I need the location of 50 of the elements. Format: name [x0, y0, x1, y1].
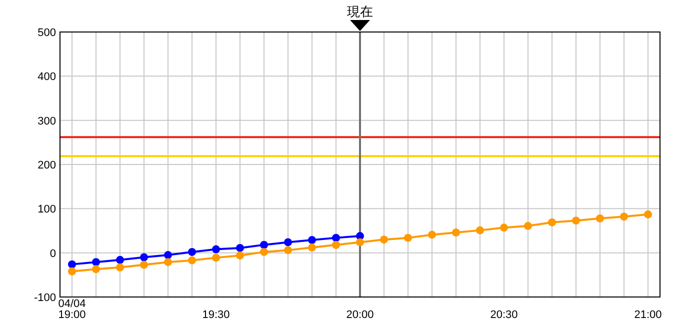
point	[260, 248, 268, 256]
point	[140, 253, 148, 262]
point	[404, 234, 412, 242]
point	[548, 218, 556, 226]
x-tick-label: 20:00	[346, 309, 374, 320]
point	[188, 256, 196, 264]
point	[92, 258, 100, 266]
point	[92, 265, 100, 274]
point	[380, 236, 388, 244]
point	[188, 248, 196, 256]
point	[332, 234, 340, 242]
y-tick-label: 400	[38, 71, 56, 84]
ref-line-label: 現在	[347, 4, 373, 19]
point	[284, 238, 292, 246]
point	[356, 238, 364, 246]
point	[212, 254, 220, 262]
point	[308, 244, 316, 252]
point	[620, 212, 628, 221]
point	[596, 214, 604, 222]
x-tick-label: 04/04 19:00	[58, 298, 86, 320]
point	[236, 244, 244, 252]
x-tick-label: 21:00	[634, 309, 662, 320]
point	[524, 222, 532, 230]
y-tick-label: 300	[38, 115, 56, 128]
point	[164, 251, 172, 260]
point	[428, 230, 436, 239]
point	[212, 245, 220, 254]
point	[68, 260, 76, 268]
point	[260, 240, 268, 249]
point	[500, 224, 508, 232]
point	[644, 210, 652, 218]
point	[332, 240, 340, 249]
y-tick-label: -100	[34, 292, 56, 304]
point	[116, 263, 124, 272]
point	[236, 251, 244, 260]
point	[476, 226, 484, 234]
point	[68, 267, 76, 276]
y-tick-label: 0	[50, 248, 56, 260]
y-tick-label: 200	[38, 160, 56, 172]
y-tick-label: 100	[38, 204, 56, 216]
point	[164, 258, 172, 266]
point	[572, 216, 580, 225]
y-tick-label: 500	[38, 27, 56, 39]
x-tick-label: 20:30	[490, 309, 518, 320]
point	[116, 256, 124, 264]
point	[308, 236, 316, 244]
point	[452, 228, 460, 237]
point	[140, 260, 148, 269]
x-tick-label: 19:30	[202, 309, 230, 320]
point	[284, 246, 292, 254]
